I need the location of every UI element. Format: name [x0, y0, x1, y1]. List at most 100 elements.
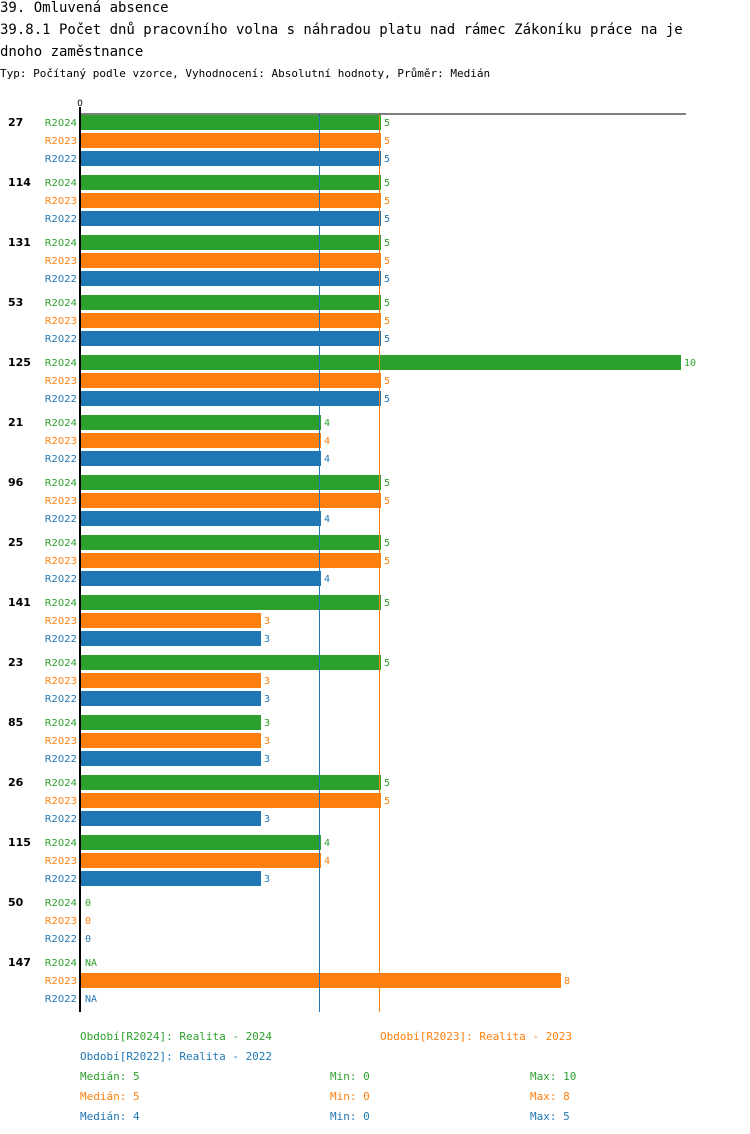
bar — [81, 871, 261, 886]
series-label: R2024 — [45, 118, 77, 129]
bar-value-label: NA — [85, 994, 97, 1005]
bar-value-label: 0 — [85, 898, 91, 909]
series-label: R2022 — [45, 454, 77, 465]
bar-value-label: 5 — [384, 496, 390, 507]
legend-min-r2022: Min: 0 — [330, 1110, 370, 1123]
series-label: R2024 — [45, 298, 77, 309]
bar-value-label: 5 — [384, 118, 390, 129]
bar-value-label: 5 — [384, 316, 390, 327]
bar — [81, 235, 381, 250]
bar — [81, 613, 261, 628]
bar-value-label: 3 — [264, 874, 270, 885]
group-label: 141 — [8, 596, 31, 609]
series-label: R2023 — [45, 796, 77, 807]
x-tick-label: 0 — [77, 99, 83, 109]
series-label: R2022 — [45, 994, 77, 1005]
bar — [81, 775, 381, 790]
bar-value-label: 3 — [264, 676, 270, 687]
series-label: R2022 — [45, 214, 77, 225]
bar — [81, 313, 381, 328]
series-label: R2023 — [45, 496, 77, 507]
series-label: R2024 — [45, 718, 77, 729]
group-label: 85 — [8, 716, 23, 729]
chart-title-line-3: dnoho zaměstnance — [0, 44, 144, 60]
series-label: R2022 — [45, 574, 77, 585]
series-label: R2024 — [45, 178, 77, 189]
group-label: 50 — [8, 896, 24, 909]
bar — [81, 391, 381, 406]
bar-value-label: 5 — [384, 556, 390, 567]
series-label: R2022 — [45, 874, 77, 885]
bar — [81, 553, 381, 568]
bar-value-label: 5 — [384, 376, 390, 387]
bar — [81, 733, 261, 748]
chart-title-line-1: 39. Omluvená absence — [0, 0, 169, 16]
bar-value-label: 0 — [85, 934, 91, 945]
series-label: R2022 — [45, 154, 77, 165]
bar-value-label: 5 — [384, 478, 390, 489]
series-label: R2022 — [45, 394, 77, 405]
series-label: R2023 — [45, 556, 77, 567]
bar-value-label: 4 — [324, 856, 330, 867]
series-label: R2022 — [45, 274, 77, 285]
bar-value-label: 8 — [564, 976, 570, 987]
bar-value-label: 5 — [384, 334, 390, 345]
legend-median-r2023: Medián: 5 — [80, 1090, 140, 1103]
bar — [81, 433, 321, 448]
bar-value-label: 4 — [324, 436, 330, 447]
legend-median-r2022: Medián: 4 — [80, 1110, 140, 1123]
bar — [81, 673, 261, 688]
bar — [81, 151, 381, 166]
series-label: R2022 — [45, 694, 77, 705]
series-label: R2023 — [45, 316, 77, 327]
bar — [81, 355, 681, 370]
series-label: R2023 — [45, 436, 77, 447]
bar — [81, 373, 381, 388]
series-label: R2023 — [45, 196, 77, 207]
bar — [81, 115, 381, 130]
group-label: 115 — [8, 836, 31, 849]
series-label: R2023 — [45, 676, 77, 687]
series-label: R2023 — [45, 256, 77, 267]
bar-value-label: 5 — [384, 598, 390, 609]
bar-value-label: 5 — [384, 394, 390, 405]
bar — [81, 253, 381, 268]
bar-value-label: 4 — [324, 574, 330, 585]
bar-value-label: 5 — [384, 538, 390, 549]
bar-value-label: 4 — [324, 514, 330, 525]
legend-period-r2024: Období[R2024]: Realita - 2024 — [80, 1030, 273, 1043]
bar-value-label: 4 — [324, 454, 330, 465]
bar-value-label: 4 — [324, 838, 330, 849]
series-label: R2022 — [45, 514, 77, 525]
legend-max-r2024: Max: 10 — [530, 1070, 577, 1083]
series-label: R2022 — [45, 934, 77, 945]
series-label: R2023 — [45, 616, 77, 627]
bar — [81, 295, 381, 310]
bar — [81, 631, 261, 646]
bar-value-label: 3 — [264, 718, 270, 729]
series-label: R2024 — [45, 778, 77, 789]
bar — [81, 475, 381, 490]
group-label: 96 — [8, 476, 24, 489]
bar-value-label: NA — [85, 958, 97, 969]
bar-value-label: 5 — [384, 136, 390, 147]
legend-max-r2022: Max: 5 — [530, 1110, 570, 1123]
bar-value-label: 4 — [324, 418, 330, 429]
bar — [81, 793, 381, 808]
bar — [81, 835, 321, 850]
group-label: 147 — [8, 956, 31, 969]
series-label: R2024 — [45, 238, 77, 249]
bar-value-label: 5 — [384, 256, 390, 267]
bar — [81, 331, 381, 346]
series-label: R2024 — [45, 958, 77, 969]
legend-max-r2023: Max: 8 — [530, 1090, 570, 1103]
bar — [81, 415, 321, 430]
group-label: 27 — [8, 116, 23, 129]
bar-value-label: 0 — [85, 916, 91, 927]
bar-value-label: 3 — [264, 754, 270, 765]
series-label: R2022 — [45, 754, 77, 765]
series-label: R2023 — [45, 916, 77, 927]
group-label: 53 — [8, 296, 23, 309]
legend-min-r2024: Min: 0 — [330, 1070, 370, 1083]
bar — [81, 973, 561, 988]
